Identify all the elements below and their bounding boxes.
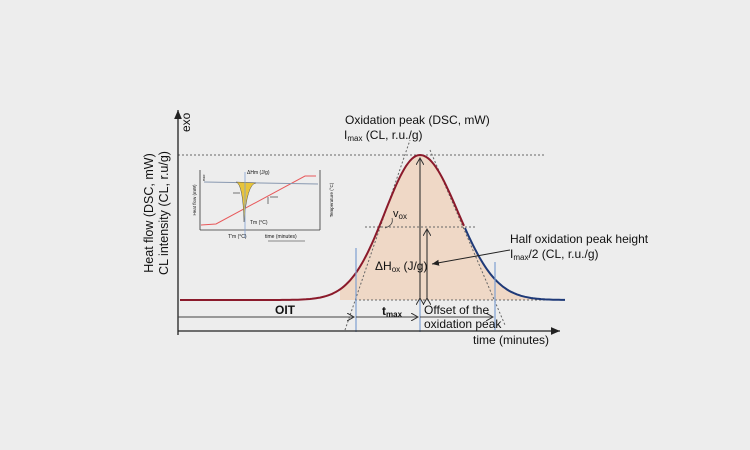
curve-rising-segment (180, 153, 465, 301)
inset-melting-peak (235, 181, 257, 223)
inset-x-label: time (minutes) (265, 234, 297, 240)
inset-exo-label: exo (201, 174, 206, 181)
half-height-pointer-arrow (431, 249, 511, 266)
dsc-melting-inset: exo Heat flow (mW) Temperature (°C) ΔHm … (192, 170, 334, 242)
tmax-label: tmax (382, 304, 403, 319)
inset-heat-flow-baseline (203, 181, 319, 185)
y-axis-label-cl-intensity: CL intensity (CL, r.u/g) (157, 151, 171, 275)
x-axis-label: time (minutes) (473, 333, 549, 347)
y-axis-label-heat-flow: Heat flow (DSC, mW) (142, 153, 156, 272)
inset-tm-label: Tm (°C) (250, 220, 268, 226)
oxidation-peak-label: Oxidation peak (DSC, mW) (345, 113, 490, 127)
half-peak-label: Half oxidation peak height (510, 232, 649, 246)
offset-label-line2: oxidation peak (424, 317, 502, 331)
delta-h-ox-label: ΔHox (J/g) (375, 259, 427, 274)
vox-label: vox (393, 208, 407, 221)
inset-temperature-line (200, 175, 316, 226)
vox-angle-arc (384, 217, 393, 229)
inset-tm-onset-label: T'm (°C) (228, 234, 247, 240)
inset-y-label: Heat flow (mW) (192, 184, 197, 216)
curve-falling-segment (464, 227, 565, 301)
inset-dhm-label: ΔHm (J/g) (247, 170, 270, 176)
oit-label: OIT (275, 303, 296, 317)
half-imax-label: Imax/2 (CL, r.u./g) (510, 247, 599, 262)
inset-y2-label: Temperature (°C) (329, 182, 334, 217)
imax-label: Imax (CL, r.u./g) (344, 128, 423, 143)
offset-label-line1: Offset of the (424, 303, 489, 317)
exo-label: exo (179, 112, 193, 132)
